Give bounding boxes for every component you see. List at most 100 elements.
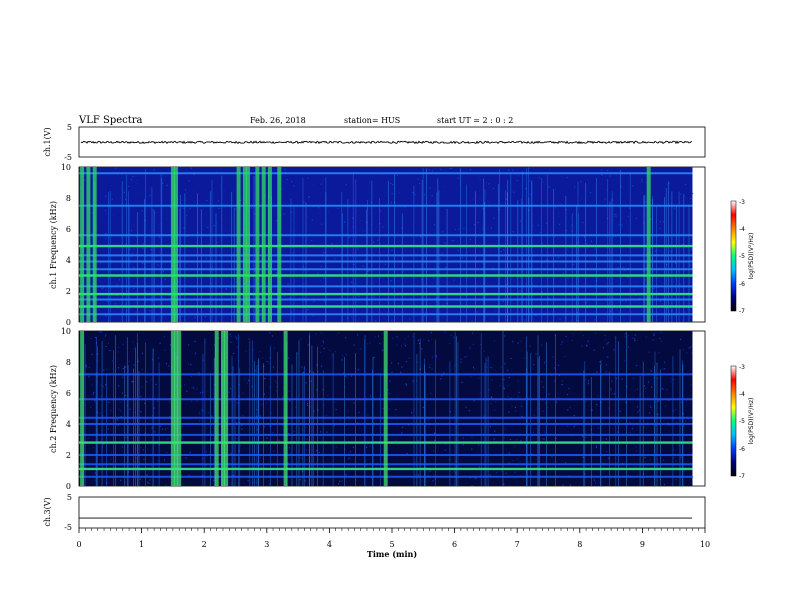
noise-speckle (593, 479, 596, 481)
noise-speckle (146, 224, 148, 226)
noise-speckle (379, 343, 381, 345)
noise-speckle (327, 395, 329, 397)
noise-speckle (391, 249, 393, 251)
noise-speckle (187, 363, 190, 365)
noise-speckle (625, 300, 627, 302)
noise-speckle (403, 343, 405, 345)
noise-speckle (125, 394, 127, 397)
ch1-cb-label: log(PSD)(V²/Hz) (748, 233, 755, 280)
noise-speckle (404, 345, 406, 347)
noise-speckle (556, 401, 558, 403)
noise-speckle (211, 415, 213, 417)
noise-speckle (560, 222, 562, 224)
noise-speckle (563, 295, 565, 297)
noise-speckle (508, 169, 510, 171)
noise-speckle (191, 375, 193, 377)
noise-speckle (283, 295, 286, 297)
noise-speckle (94, 399, 96, 401)
x-tick-label: 4 (327, 540, 332, 549)
noise-speckle (448, 257, 450, 259)
ch1-trace (80, 140, 693, 145)
noise-speckle (473, 224, 476, 226)
noise-speckle (390, 182, 392, 185)
noise-speckle (232, 321, 235, 323)
noise-speckle (462, 444, 464, 446)
noise-speckle (212, 265, 214, 268)
noise-speckle (490, 402, 492, 405)
noise-speckle (660, 331, 662, 333)
noise-speckle (335, 351, 337, 353)
noise-speckle (664, 368, 666, 370)
noise-speckle (586, 213, 588, 215)
noise-speckle (84, 280, 86, 282)
noise-speckle (503, 379, 505, 381)
noise-speckle (634, 340, 636, 342)
noise-speckle (396, 336, 398, 338)
noise-speckle (543, 175, 545, 177)
noise-speckle (663, 221, 665, 223)
noise-speckle (102, 443, 104, 445)
noise-speckle (368, 269, 370, 272)
noise-speckle (472, 343, 475, 345)
noise-speckle (597, 427, 599, 429)
noise-speckle (685, 399, 687, 401)
x-axis-label: Time (min) (367, 549, 417, 559)
noise-speckle (675, 196, 677, 198)
noise-speckle (508, 377, 510, 379)
noise-speckle (317, 409, 319, 411)
x-tick-label: 3 (264, 540, 269, 549)
noise-speckle (216, 222, 218, 224)
noise-speckle (135, 279, 137, 281)
noise-speckle (611, 380, 613, 382)
noise-speckle (105, 233, 107, 235)
ch2-ytick-6: 6 (66, 389, 71, 398)
noise-speckle (307, 177, 309, 179)
noise-speckle (434, 439, 436, 441)
noise-speckle (595, 446, 597, 449)
noise-speckle (337, 207, 339, 210)
noise-speckle (117, 351, 119, 353)
noise-speckle (440, 168, 442, 171)
noise-speckle (271, 335, 274, 337)
noise-speckle (402, 426, 404, 428)
noise-speckle (505, 198, 508, 200)
noise-speckle (136, 183, 138, 185)
noise-speckle (479, 392, 481, 394)
noise-speckle (119, 401, 121, 404)
noise-speckle (565, 247, 567, 249)
noise-speckle (321, 288, 323, 291)
noise-speckle (503, 437, 505, 439)
noise-speckle (309, 370, 311, 372)
noise-speckle (140, 447, 142, 449)
noise-speckle (333, 401, 335, 403)
noise-speckle (562, 272, 564, 274)
noise-speckle (391, 287, 393, 289)
noise-speckle (453, 259, 455, 261)
noise-speckle (504, 428, 506, 430)
noise-speckle (553, 367, 556, 369)
noise-speckle (441, 375, 443, 377)
noise-speckle (297, 352, 299, 354)
noise-speckle (225, 216, 228, 218)
noise-speckle (680, 338, 682, 341)
noise-speckle (675, 408, 677, 411)
noise-speckle (566, 176, 568, 179)
ch1-frame (78, 126, 706, 158)
noise-speckle (402, 195, 404, 198)
noise-speckle (110, 184, 112, 187)
noise-speckle (233, 352, 235, 355)
noise-speckle (432, 480, 434, 482)
noise-speckle (451, 240, 453, 242)
noise-speckle (561, 380, 563, 382)
noise-speckle (644, 387, 647, 389)
noise-speckle (605, 364, 608, 366)
noise-speckle (293, 185, 295, 187)
noise-speckle (105, 238, 107, 240)
noise-speckle (480, 178, 482, 181)
noise-speckle (423, 194, 425, 196)
noise-speckle (550, 230, 552, 232)
noise-speckle (430, 392, 432, 394)
noise-speckle (653, 288, 655, 290)
noise-speckle (657, 249, 659, 251)
noise-speckle (626, 445, 628, 447)
